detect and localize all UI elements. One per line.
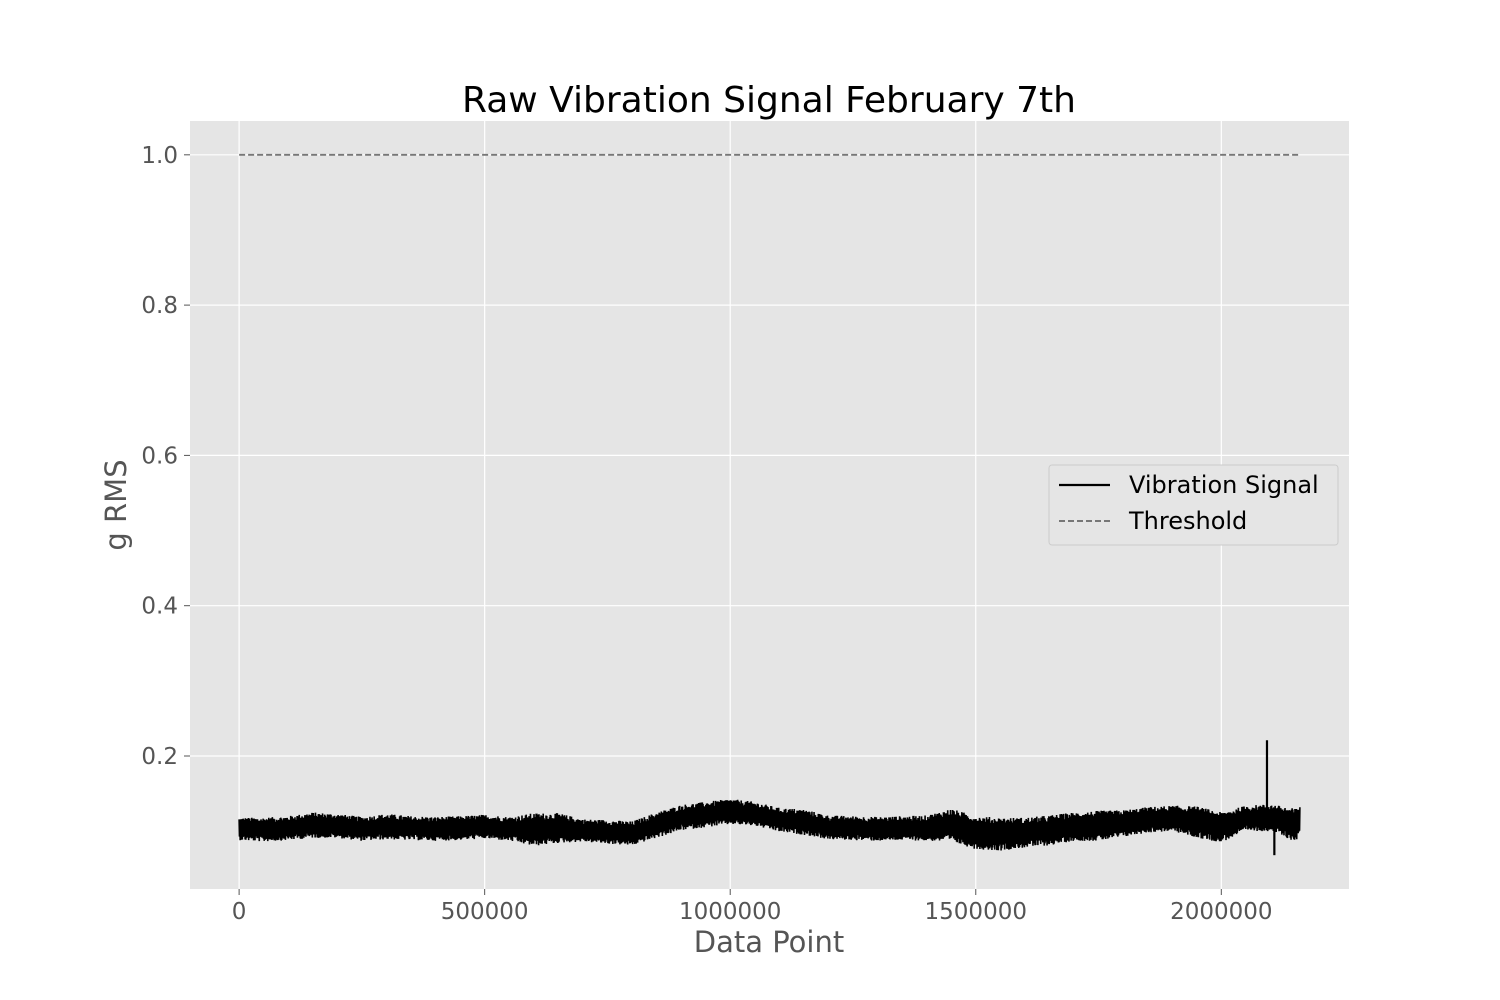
y-tick-label: 0.4 bbox=[141, 594, 178, 620]
x-tick-label: 0 bbox=[232, 899, 247, 925]
y-tick-label: 0.8 bbox=[141, 293, 178, 319]
y-axis-label: g RMS bbox=[99, 459, 133, 550]
y-tick-label: 0.2 bbox=[141, 744, 178, 770]
x-tick-label: 1500000 bbox=[925, 899, 1027, 925]
chart-title: Raw Vibration Signal February 7th bbox=[462, 80, 1076, 121]
legend-threshold-label: Threshold bbox=[1128, 507, 1247, 535]
vibration-signal-line bbox=[238, 799, 1301, 851]
x-tick-label: 500000 bbox=[441, 899, 529, 925]
y-tick-label: 0.6 bbox=[141, 443, 178, 469]
grid bbox=[190, 121, 1349, 889]
legend-box bbox=[1048, 464, 1339, 546]
legend-vibration-label: Vibration Signal bbox=[1129, 471, 1319, 499]
x-tick-label: 1000000 bbox=[679, 899, 781, 925]
x-tick-labels: 0 500000 1000000 1500000 2000000 bbox=[232, 889, 1273, 925]
legend: Vibration Signal Threshold bbox=[1048, 464, 1339, 546]
y-tick-labels: 0.2 0.4 0.6 0.8 1.0 bbox=[141, 143, 190, 770]
series-group bbox=[238, 153, 1301, 856]
x-axis-label: Data Point bbox=[694, 925, 844, 959]
y-tick-label: 1.0 bbox=[141, 143, 178, 169]
x-tick-label: 2000000 bbox=[1170, 899, 1272, 925]
